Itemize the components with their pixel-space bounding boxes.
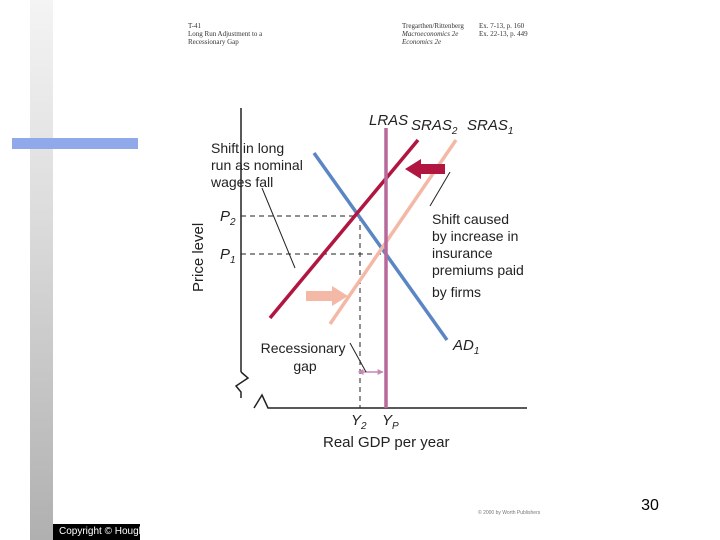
- x-axis: [253, 393, 527, 409]
- pointer-shift-long: [261, 187, 296, 269]
- annotation-shift-caused: Shift caused by increase in insurance pr…: [432, 211, 528, 300]
- shift-right-arrow: [306, 286, 348, 306]
- annotation-shift-long-run: Shift in long run as nominal wages fall: [210, 140, 307, 190]
- y-axis: [234, 108, 250, 398]
- header-left: T-41 Long Run Adjustment to a Recessiona…: [188, 22, 262, 46]
- sras2-label: SRAS2: [411, 117, 458, 137]
- pointer-shift-caused: [429, 171, 451, 207]
- annotation-recessionary-gap: Recessionary gap: [261, 340, 350, 374]
- lras-label: LRAS: [369, 112, 408, 129]
- yp-label: YP: [382, 412, 399, 432]
- ad-label: AD1: [452, 337, 479, 357]
- pointer-gap: [349, 342, 367, 373]
- ad-curve: [312, 151, 449, 342]
- header-right-line: Ex. 7-13, p. 160: [479, 22, 525, 30]
- page-number: 30: [641, 497, 659, 514]
- header-right-line: Tregarthen/Rittenberg: [402, 22, 464, 30]
- header-left-line: Long Run Adjustment to a: [188, 30, 263, 38]
- header-left-line: Recessionary Gap: [188, 38, 239, 46]
- header-right-col1: Tregarthen/Rittenberg Macroeconomics 2e …: [402, 22, 464, 46]
- shift-left-arrow: [405, 159, 445, 179]
- sras1-label: SRAS1: [467, 117, 513, 137]
- copyright-label: Copyright © Hough: [53, 524, 140, 540]
- header-right-line: Economics 2e: [402, 38, 442, 46]
- credit-note: © 2000 by Worth Publishers: [478, 510, 541, 516]
- y-axis-label: Price level: [190, 223, 207, 292]
- header-right-line: Macroeconomics 2e: [402, 30, 459, 38]
- left-gradient-bar: [30, 0, 53, 540]
- header-left-line: T-41: [188, 22, 201, 30]
- y2-label: Y2: [351, 412, 367, 432]
- accent-bar: [12, 138, 138, 149]
- header-right-col2: Ex. 7-13, p. 160 Ex. 22-13, p. 449: [479, 22, 528, 38]
- p1-label: P1: [220, 246, 236, 266]
- sras2-curve: [268, 138, 420, 320]
- header-right-line: Ex. 22-13, p. 449: [479, 30, 528, 38]
- x-axis-label: Real GDP per year: [323, 434, 449, 451]
- p2-label: P2: [220, 208, 236, 228]
